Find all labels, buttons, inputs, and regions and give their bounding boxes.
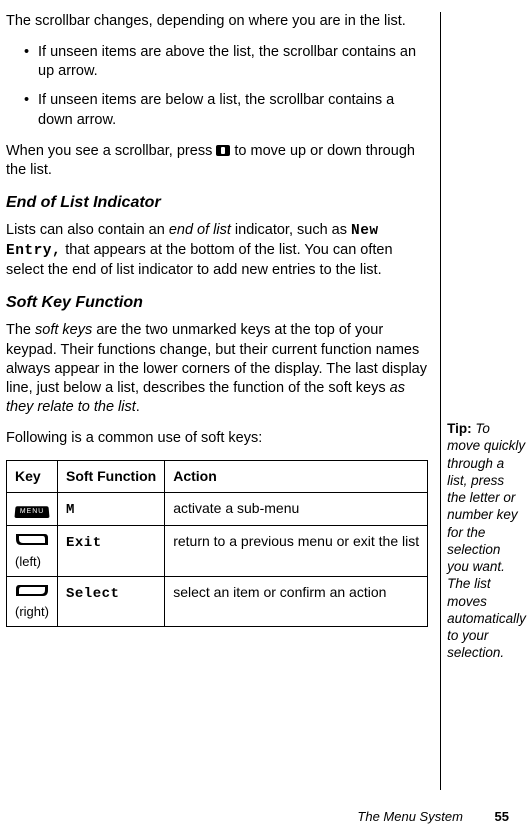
main-column: The scrollbar changes, depending on wher… <box>4 12 441 790</box>
cell-soft: Exit <box>58 526 165 577</box>
key-caption: (right) <box>15 603 49 620</box>
mono-text: Exit <box>66 535 102 551</box>
following-text: Following is a common use of soft keys: <box>6 429 428 448</box>
table-header-row: Key Soft Function Action <box>7 461 428 492</box>
nav-key-icon <box>216 145 230 156</box>
tip-note: Tip: To move quickly through a list, pre… <box>447 420 526 662</box>
text: When you see a scrollbar, press <box>6 143 216 159</box>
col-key: Key <box>7 461 58 492</box>
table-row: MENU M activate a sub-menu <box>7 492 428 525</box>
bullet-list: • If unseen items are above the list, th… <box>6 43 428 130</box>
bullet-icon: • <box>24 91 38 129</box>
em-text: soft keys <box>35 322 92 338</box>
list-item: • If unseen items are above the list, th… <box>24 43 428 81</box>
heading-end-of-list: End of List Indicator <box>6 192 428 213</box>
em-text: end of list <box>169 222 231 238</box>
cell-action: select an item or confirm an action <box>165 576 428 627</box>
mono-text: M <box>66 502 75 518</box>
bullet-text: If unseen items are below a list, the sc… <box>38 91 428 129</box>
col-soft: Soft Function <box>58 461 165 492</box>
cell-soft: M <box>58 492 165 525</box>
text: The <box>6 322 35 338</box>
col-action: Action <box>165 461 428 492</box>
cell-key: MENU <box>7 492 58 525</box>
scroll-instruction: When you see a scrollbar, press to move … <box>6 142 428 180</box>
text: that appears at the bottom of the list. … <box>6 242 393 278</box>
text: Lists can also contain an <box>6 222 169 238</box>
key-caption: (left) <box>15 553 49 570</box>
tip-label: Tip: <box>447 421 472 436</box>
bullet-icon: • <box>24 43 38 81</box>
table-row: (right) Select select an item or confirm… <box>7 576 428 627</box>
side-column: Tip: To move quickly through a list, pre… <box>441 12 513 790</box>
cell-key: (right) <box>7 576 58 627</box>
page-number: 55 <box>495 809 509 824</box>
heading-soft-key: Soft Key Function <box>6 292 428 313</box>
table-row: (left) Exit return to a previous menu or… <box>7 526 428 577</box>
cell-soft: Select <box>58 576 165 627</box>
text: indicator, such as <box>231 222 351 238</box>
page-footer: The Menu System 55 <box>357 809 509 824</box>
menu-key-icon: MENU <box>14 506 49 518</box>
right-softkey-icon <box>15 584 49 597</box>
page: The scrollbar changes, depending on wher… <box>0 0 527 790</box>
list-item: • If unseen items are below a list, the … <box>24 91 428 129</box>
intro-text: The scrollbar changes, depending on wher… <box>6 12 428 31</box>
cell-key: (left) <box>7 526 58 577</box>
text: . <box>136 399 140 415</box>
footer-title: The Menu System <box>357 809 463 824</box>
bullet-text: If unseen items are above the list, the … <box>38 43 428 81</box>
mono-text: Select <box>66 586 119 602</box>
softkey-body: The soft keys are the two unmarked keys … <box>6 321 428 417</box>
left-softkey-icon <box>15 533 49 546</box>
cell-action: activate a sub-menu <box>165 492 428 525</box>
cell-action: return to a previous menu or exit the li… <box>165 526 428 577</box>
eol-body: Lists can also contain an end of list in… <box>6 221 428 280</box>
tip-text: To move quickly through a list, press th… <box>447 421 526 660</box>
softkey-table: Key Soft Function Action MENU M activate… <box>6 460 428 627</box>
